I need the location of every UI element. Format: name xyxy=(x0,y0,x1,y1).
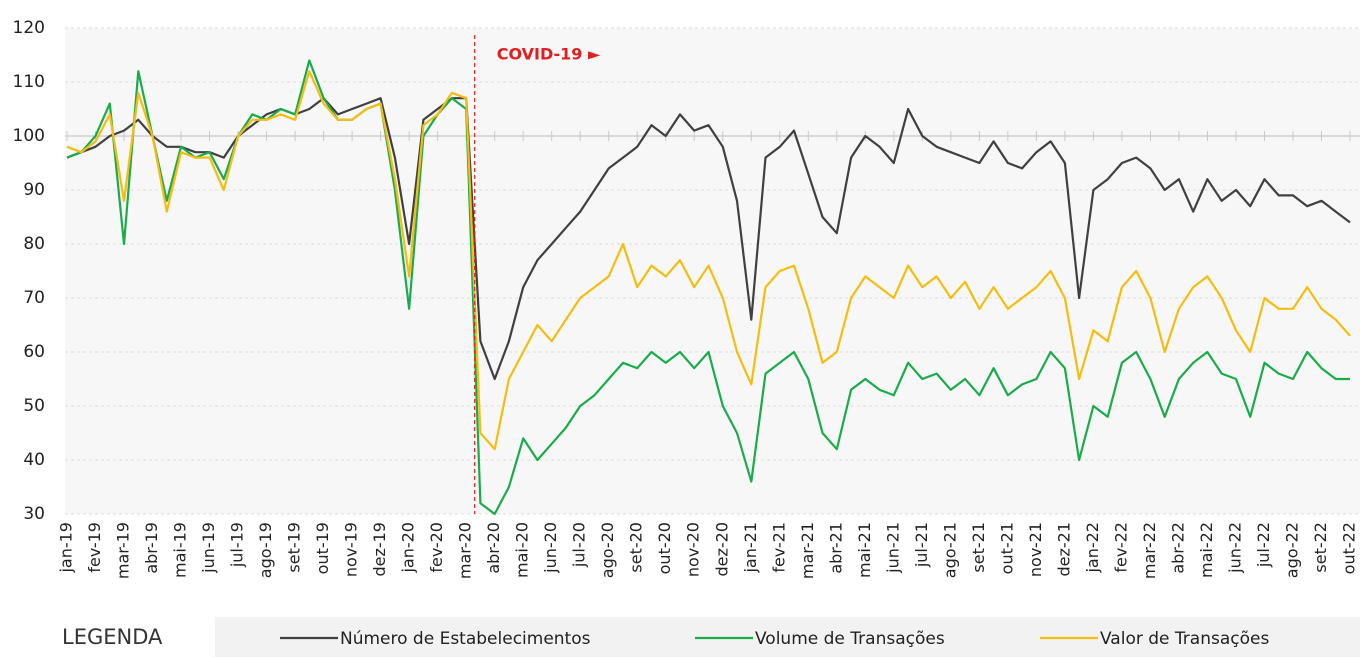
x-tick-label: fev-19 xyxy=(85,522,104,573)
x-tick-label: mai-21 xyxy=(855,522,874,578)
x-tick-label: out-20 xyxy=(655,522,674,574)
x-tick-label: set-22 xyxy=(1311,522,1330,573)
annotation-text: COVID-19 ► xyxy=(497,45,601,64)
x-tick-label: mar-21 xyxy=(798,522,817,579)
x-tick-label: ago-19 xyxy=(256,522,275,578)
x-tick-label: jul-20 xyxy=(570,522,589,568)
x-tick-label: jan-21 xyxy=(741,522,760,574)
x-tick-label: dez-20 xyxy=(712,522,731,577)
x-tick-label: set-19 xyxy=(285,522,304,573)
y-tick-label: 60 xyxy=(23,342,45,362)
x-tick-label: nov-19 xyxy=(342,522,361,577)
x-tick-label: abr-19 xyxy=(142,522,161,574)
x-tick-label: jun-19 xyxy=(199,522,218,574)
x-tick-label: mar-22 xyxy=(1140,522,1159,579)
x-tick-label: abr-22 xyxy=(1168,522,1187,574)
legend-box xyxy=(215,617,1360,657)
y-tick-label: 30 xyxy=(23,504,45,524)
x-tick-label: set-20 xyxy=(627,522,646,573)
x-tick-label: mar-20 xyxy=(456,522,475,579)
plot-area xyxy=(65,28,1360,514)
x-tick-label: abr-20 xyxy=(484,522,503,574)
x-tick-label: fev-21 xyxy=(769,522,788,573)
x-tick-label: jun-22 xyxy=(1225,522,1244,574)
y-tick-label: 100 xyxy=(13,126,45,146)
legend-title: LEGENDA xyxy=(62,625,163,649)
x-tick-label: mai-19 xyxy=(171,522,190,578)
x-tick-label: ago-20 xyxy=(598,522,617,578)
x-tick-label: jul-19 xyxy=(228,522,247,568)
x-tick-label: fev-20 xyxy=(427,522,446,573)
x-tick-label: jun-20 xyxy=(541,522,560,574)
y-tick-label: 80 xyxy=(23,234,45,254)
x-tick-label: dez-19 xyxy=(370,522,389,577)
x-tick-label: nov-20 xyxy=(684,522,703,577)
y-tick-label: 70 xyxy=(23,288,45,308)
legend-label: Valor de Transações xyxy=(1100,629,1269,649)
y-tick-label: 40 xyxy=(23,450,45,470)
legend-label: Número de Estabelecimentos xyxy=(340,629,591,649)
x-tick-label: abr-21 xyxy=(826,522,845,574)
x-tick-label: mai-20 xyxy=(513,522,532,578)
x-tick-label: out-19 xyxy=(313,522,332,574)
x-tick-label: jan-22 xyxy=(1083,522,1102,574)
x-tick-label: jul-21 xyxy=(912,522,931,568)
legend-label: Volume de Transações xyxy=(755,629,945,649)
y-tick-label: 50 xyxy=(23,396,45,416)
x-tick-label: ago-22 xyxy=(1282,522,1301,578)
y-tick-label: 120 xyxy=(13,18,45,38)
x-tick-label: ago-21 xyxy=(940,522,959,578)
x-tick-label: jan-20 xyxy=(399,522,418,574)
y-tick-label: 110 xyxy=(13,72,45,92)
x-tick-label: dez-21 xyxy=(1054,522,1073,577)
x-tick-label: out-22 xyxy=(1340,522,1359,574)
x-tick-label: set-21 xyxy=(969,522,988,573)
x-tick-label: jul-22 xyxy=(1254,522,1273,568)
x-tick-label: out-21 xyxy=(997,522,1016,574)
x-tick-label: mar-19 xyxy=(114,522,133,579)
x-tick-label: mai-22 xyxy=(1197,522,1216,578)
series-line xyxy=(66,70,1351,451)
series-line xyxy=(66,59,1350,516)
x-tick-label: fev-22 xyxy=(1111,522,1130,573)
x-tick-label: jun-21 xyxy=(883,522,902,574)
y-tick-label: 90 xyxy=(23,180,45,200)
x-tick-label: jan-19 xyxy=(57,522,76,574)
x-tick-label: nov-21 xyxy=(1026,522,1045,577)
